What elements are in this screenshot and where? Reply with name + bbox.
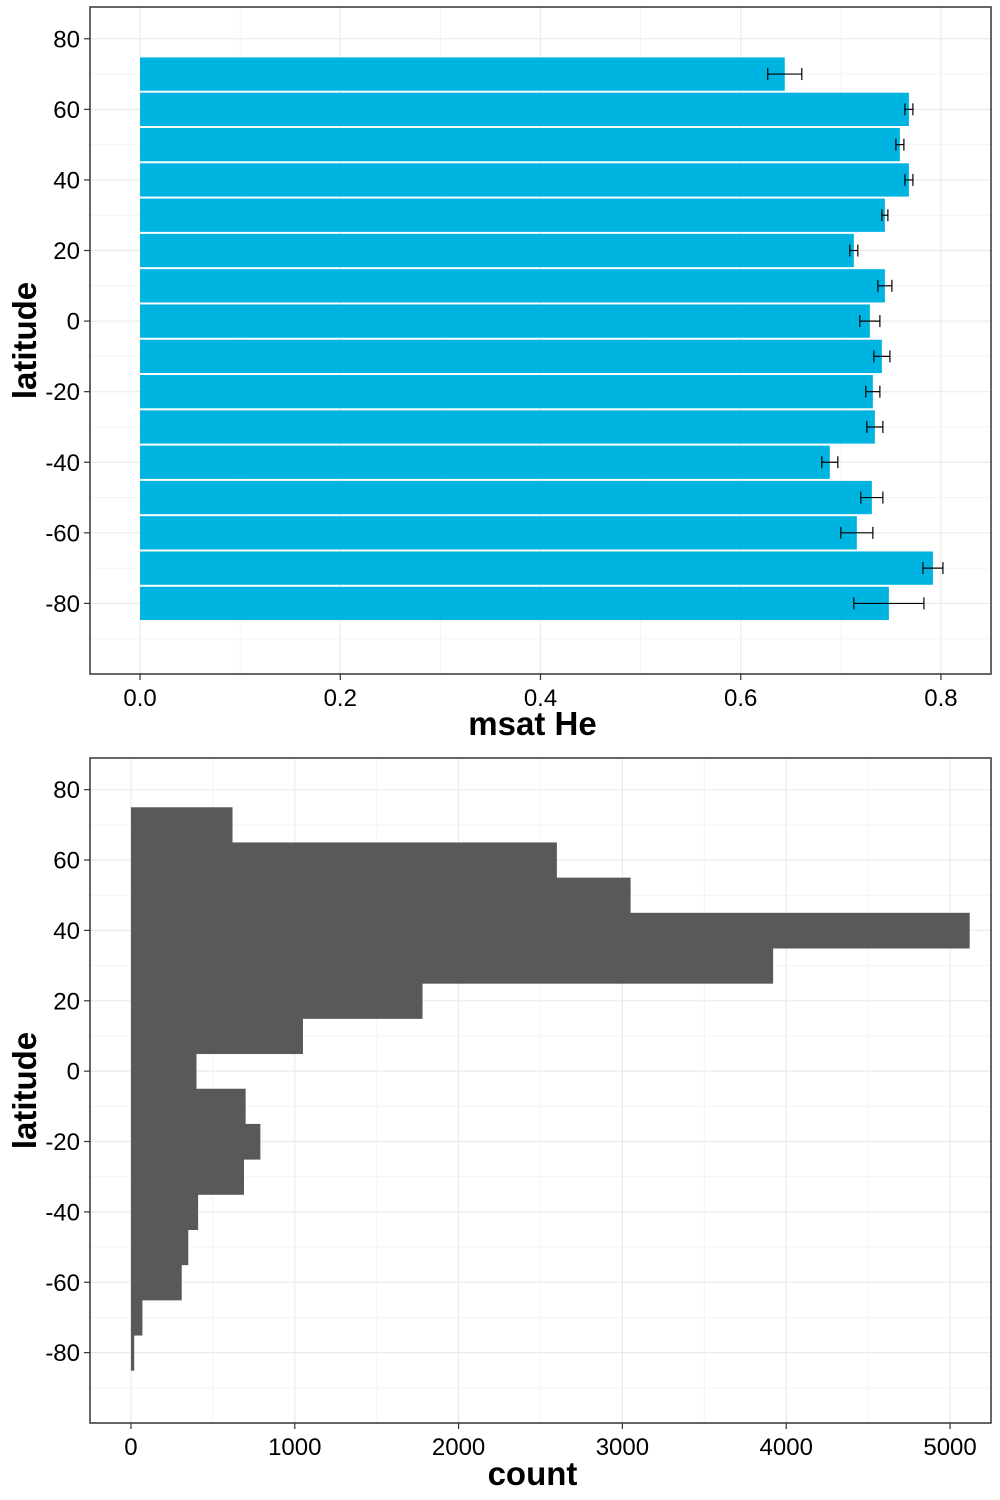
x-axis-title: msat He [468,705,596,742]
error-bar [922,562,944,575]
histogram-bar [130,877,631,914]
he-bar [140,92,909,126]
he-bar [140,127,900,162]
y-tick-label: -60 [45,1270,80,1297]
x-axis-title: count [488,1455,578,1492]
error-bar [904,103,914,116]
error-bar [873,350,891,363]
he-bar [140,304,870,338]
error-bar [821,456,839,469]
histogram-bar [130,1088,246,1125]
he-bar [140,339,882,374]
histogram-bar [130,1159,244,1195]
error-bar [767,68,803,81]
y-tick-label: -20 [45,379,80,406]
x-tick-label: 0.6 [724,685,757,712]
panel-border [89,757,992,1424]
he-bar [140,445,830,479]
error-bar [866,420,884,433]
histogram-bar [130,1264,182,1301]
error-bar [849,244,859,257]
y-axis-title: latitude [6,1032,43,1149]
error-bar [853,597,925,610]
x-tick-label: 3000 [596,1434,649,1461]
y-tick-label: 80 [53,26,80,53]
histogram-bar [130,948,774,984]
histogram-bar [130,1123,261,1160]
histogram-bar [130,912,970,949]
y-tick-label: 80 [53,777,80,804]
y-tick-label: 60 [53,97,80,124]
histogram-bar [130,1299,143,1336]
y-tick-label: 0 [67,1059,80,1086]
he-bar [140,516,857,550]
he-bar [140,198,885,232]
y-tick-label: -40 [45,1199,80,1226]
histogram-bar [130,1018,303,1055]
y-tick-label: 20 [53,988,80,1015]
he-bar-panel: 0.0 0.2 0.4 0.6 0.8 80 60 40 20 0 -20 -40 -60 -80 msat… [6,6,992,742]
histogram-bar [130,1229,189,1266]
x-tick-label: 0.8 [924,685,957,712]
error-bar [859,315,881,328]
histogram-bar [130,1335,135,1371]
y-tick-label: 40 [53,918,80,945]
he-bar [140,57,785,91]
x-tick-label: 0.2 [324,685,357,712]
y-tick-label: 20 [53,238,80,265]
y-axis-title: latitude [6,282,43,399]
he-bar [140,233,854,268]
he-bar [140,586,889,621]
y-tick-label: -80 [45,591,80,618]
histogram-bar [130,1053,197,1090]
he-bar [140,410,875,444]
he-bar [140,480,872,515]
x-tick-label: 5000 [923,1434,976,1461]
error-bar [881,209,889,222]
y-tick-label: -60 [45,520,80,547]
y-tick-label: 0 [67,309,80,336]
histogram-bar [130,983,423,1019]
error-bar [860,491,884,504]
y-tick-label: -20 [45,1129,80,1156]
x-tick-label: 0.4 [524,685,557,712]
histogram-bar [130,807,233,843]
he-bar [140,375,873,409]
x-tick-label: 2000 [432,1434,485,1461]
histogram-bar [130,1194,199,1230]
error-bar [840,526,874,539]
he-bar [140,163,909,197]
x-tick-label: 0 [124,1434,137,1461]
y-tick-label: 40 [53,167,80,194]
error-bar [895,138,905,151]
error-bar [877,279,893,292]
he-bar [140,269,885,303]
y-tick-label: -40 [45,450,80,477]
x-tick-label: 4000 [760,1434,813,1461]
x-tick-label: 1000 [268,1434,321,1461]
y-tick-label: 60 [53,848,80,875]
error-bar [865,385,881,398]
count-histogram-panel: 0 1000 2000 3000 4000 5000 80 60 40 20 0 -20 -40 -60 -… [6,757,992,1492]
x-tick-label: 0.0 [123,685,156,712]
histogram-bar [130,842,557,879]
error-bar [904,173,914,186]
he-bar [140,551,933,585]
y-tick-label: -80 [45,1340,80,1367]
